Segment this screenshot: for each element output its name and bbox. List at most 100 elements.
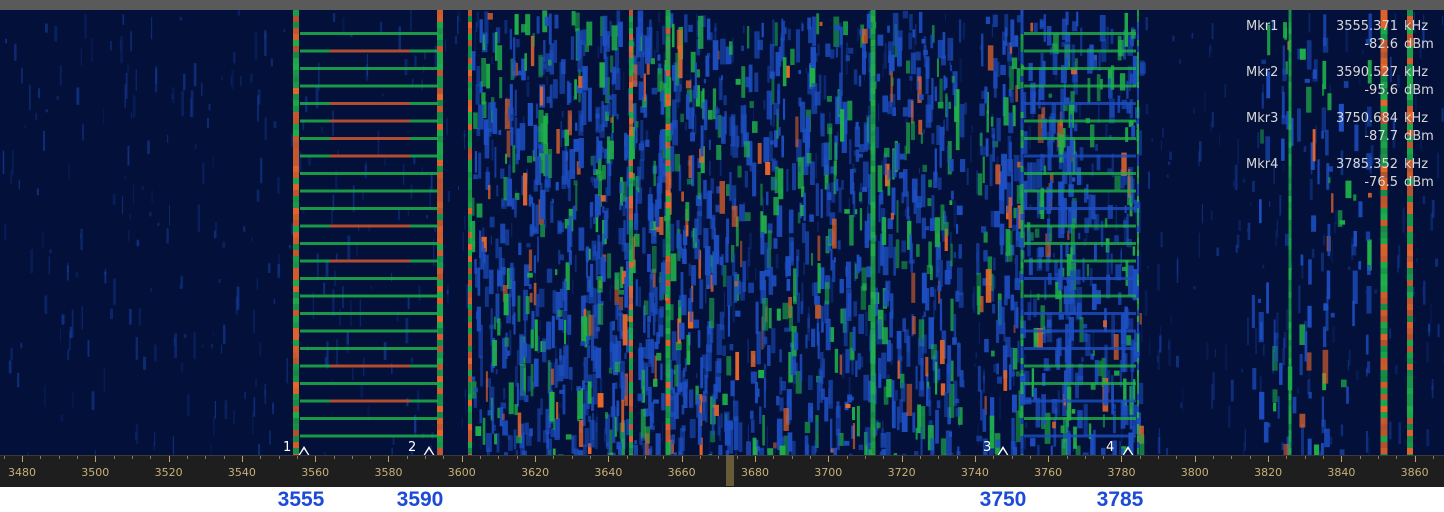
axis-tick-mark (223, 456, 225, 459)
axis-tick-label: 3680 (740, 466, 769, 479)
axis-tick-mark (461, 456, 463, 462)
axis-tick-label: 3480 (7, 466, 36, 479)
annotation-3750: 3750 (979, 488, 1027, 511)
axis-tick-label: 3780 (1107, 466, 1136, 479)
marker-frequency: 3785.352 (1335, 157, 1398, 172)
waterfall-display[interactable]: Mkr1 3555.371 kHz -82.6 dBm Mkr2 3590.527 kHz… (0, 0, 1444, 486)
axis-tick-mark (76, 456, 78, 459)
axis-tick-label: 3600 (447, 466, 476, 479)
axis-tick-mark (1066, 456, 1068, 459)
axis-tick-mark (1396, 456, 1398, 459)
axis-tick-mark (608, 456, 610, 462)
axis-tick-mark (571, 456, 573, 459)
marker-1-label[interactable]: 1 (283, 440, 292, 455)
axis-tick-mark (535, 456, 537, 462)
level-unit: dBm (1404, 175, 1434, 190)
axis-tick-label: 3800 (1180, 466, 1209, 479)
axis-tick-mark (736, 456, 738, 459)
axis-tick-mark (315, 456, 317, 462)
axis-tick-mark (1194, 456, 1196, 462)
frequency-unit: kHz (1404, 157, 1429, 172)
axis-tick-mark (1121, 456, 1123, 462)
axis-tick-label: 3740 (960, 466, 989, 479)
marker-frequency: 3555.371 (1335, 19, 1398, 34)
marker-name: Mkr1 (1246, 19, 1279, 34)
axis-tick-mark (205, 456, 207, 459)
axis-tick-label: 3520 (154, 466, 183, 479)
axis-tick-mark (1231, 456, 1233, 459)
marker-1-triangle-icon[interactable] (298, 446, 310, 456)
marker-level: -87.7 (1364, 129, 1398, 144)
axis-tick-mark (846, 456, 848, 459)
frequency-unit: kHz (1404, 19, 1429, 34)
marker-2-label[interactable]: 2 (408, 440, 417, 455)
axis-tick-label: 3700 (814, 466, 843, 479)
axis-tick-mark (993, 456, 995, 459)
marker-frequency: 3750.684 (1335, 111, 1398, 126)
axis-tick-label: 3760 (1034, 466, 1063, 479)
marker-4-label[interactable]: 4 (1106, 440, 1115, 455)
marker-level: -76.5 (1364, 175, 1398, 190)
axis-tick-mark (718, 456, 720, 459)
axis-tick-mark (1011, 456, 1013, 459)
axis-tick-mark (700, 456, 701, 459)
axis-tick-label: 3860 (1400, 466, 1429, 479)
axis-tick-mark (406, 456, 408, 459)
marker-readout-1: Mkr1 3555.371 kHz -82.6 dBm (1234, 18, 1444, 54)
axis-tick-mark (1359, 456, 1361, 459)
axis-tick-label: 3560 (301, 466, 330, 479)
axis-tick-mark (1323, 456, 1325, 459)
axis-tick-mark (113, 456, 115, 459)
marker-level: -95.6 (1364, 83, 1398, 98)
axis-tick-mark (480, 456, 482, 459)
marker-readout-4: Mkr4 3785.352 kHz -76.5 dBm (1234, 156, 1444, 192)
axis-tick-mark (1249, 456, 1251, 459)
marker-3-label[interactable]: 3 (983, 440, 992, 455)
axis-tick-mark (260, 456, 262, 459)
axis-tick-mark (95, 456, 97, 462)
axis-tick-mark (1341, 456, 1343, 462)
axis-tick-mark (956, 456, 958, 459)
marker-level: -82.6 (1364, 37, 1398, 52)
axis-tick-label: 3540 (227, 466, 256, 479)
axis-tick-mark (1286, 456, 1288, 459)
axis-tick-mark (333, 456, 335, 459)
marker-name: Mkr2 (1246, 65, 1279, 80)
axis-tick-mark (590, 456, 592, 459)
axis-tick-mark (681, 456, 683, 462)
marker-name: Mkr3 (1246, 111, 1279, 126)
axis-tick-label: 3720 (887, 466, 916, 479)
axis-tick-label: 3500 (81, 466, 110, 479)
waterfall-texture (2, 10, 1444, 455)
annotation-3590: 3590 (396, 488, 444, 511)
axis-tick-mark (186, 456, 188, 459)
frequency-unit: kHz (1404, 65, 1429, 80)
frequency-axis[interactable]: 3480 3500 3520 3540 3560 3580 3600 3620 3640 3660… (0, 455, 1444, 487)
axis-tick-mark (168, 456, 170, 462)
marker-frequency: 3590.527 (1335, 65, 1398, 80)
level-unit: dBm (1404, 83, 1434, 98)
level-unit: dBm (1404, 37, 1434, 52)
axis-tick-mark (663, 456, 665, 459)
axis-tick-mark (809, 456, 811, 459)
axis-tick-mark (1378, 456, 1380, 459)
axis-tick-mark (1139, 456, 1141, 459)
axis-tick-mark (150, 456, 152, 459)
annotation-3555: 3555 (277, 488, 325, 511)
marker-3-triangle-icon[interactable] (997, 446, 1009, 456)
axis-tick-mark (938, 456, 940, 459)
axis-tick-label: 3620 (521, 466, 550, 479)
marker-4-triangle-icon[interactable] (1122, 446, 1134, 456)
axis-tick-mark (626, 456, 628, 459)
marker-readout-3: Mkr3 3750.684 kHz -87.7 dBm (1234, 110, 1444, 146)
axis-tick-mark (516, 456, 518, 459)
axis-tick-mark (370, 456, 372, 459)
center-frequency-handle[interactable] (726, 455, 734, 486)
waterfall-spectrogram[interactable] (0, 10, 1444, 455)
axis-tick-mark (40, 456, 42, 459)
frequency-unit: kHz (1404, 111, 1429, 126)
marker-2-triangle-icon[interactable] (423, 446, 435, 456)
axis-tick-mark (864, 456, 866, 459)
axis-tick-mark (443, 456, 445, 459)
axis-tick-mark (553, 456, 555, 459)
